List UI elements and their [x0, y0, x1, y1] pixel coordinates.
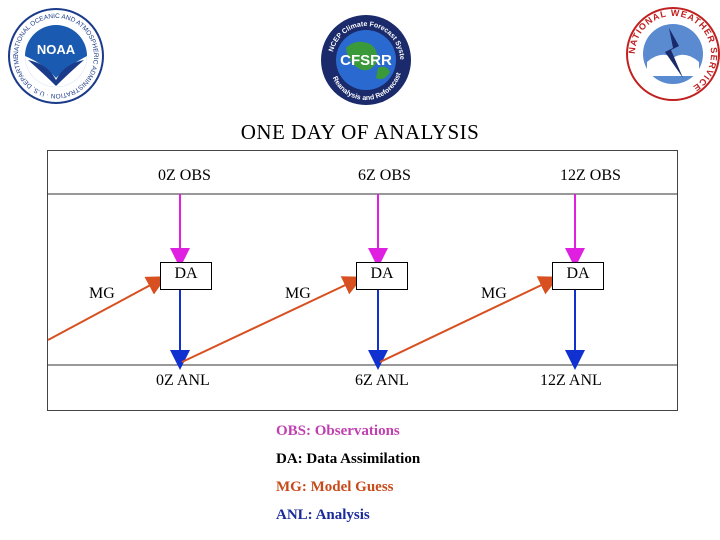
mg-label-6z: MG: [285, 285, 311, 302]
cfsrr-logo: NCEP Climate Forecast System Reanalysis …: [317, 9, 412, 106]
mg-label-0z: MG: [89, 285, 115, 302]
page-title: ONE DAY OF ANALYSIS: [240, 120, 480, 144]
da-box-6z: DA: [356, 262, 408, 290]
da-box-0z: DA: [160, 262, 212, 290]
mg-arrow-6z: [181, 276, 364, 363]
legend-mg: MG: Model Guess: [276, 479, 394, 495]
anl-label-0z: 0Z ANL: [156, 372, 210, 389]
obs-label-0z: 0Z OBS: [158, 167, 211, 184]
mg-arrow-12z: [379, 276, 560, 363]
legend-obs: OBS: Observations: [276, 423, 400, 439]
obs-label-12z: 12Z OBS: [560, 167, 621, 184]
anl-label-12z: 12Z ANL: [540, 372, 602, 389]
noaa-logo: NATIONAL OCEANIC AND ATMOSPHERIC ADMINIS…: [5, 3, 104, 104]
nws-logo: NATIONAL WEATHER SERVICE: [625, 6, 720, 102]
legend-anl: ANL: Analysis: [276, 507, 370, 523]
da-box-12z: DA: [552, 262, 604, 290]
diagram-frame: [47, 150, 678, 411]
cfsrr-logo-text: CFSRR: [340, 52, 392, 69]
mg-arrow-0z: [47, 276, 167, 341]
noaa-logo-text: NOAA: [37, 42, 76, 57]
mg-label-12z: MG: [481, 285, 507, 302]
obs-label-6z: 6Z OBS: [358, 167, 411, 184]
anl-label-6z: 6Z ANL: [355, 372, 409, 389]
legend-da: DA: Data Assimilation: [276, 451, 421, 467]
